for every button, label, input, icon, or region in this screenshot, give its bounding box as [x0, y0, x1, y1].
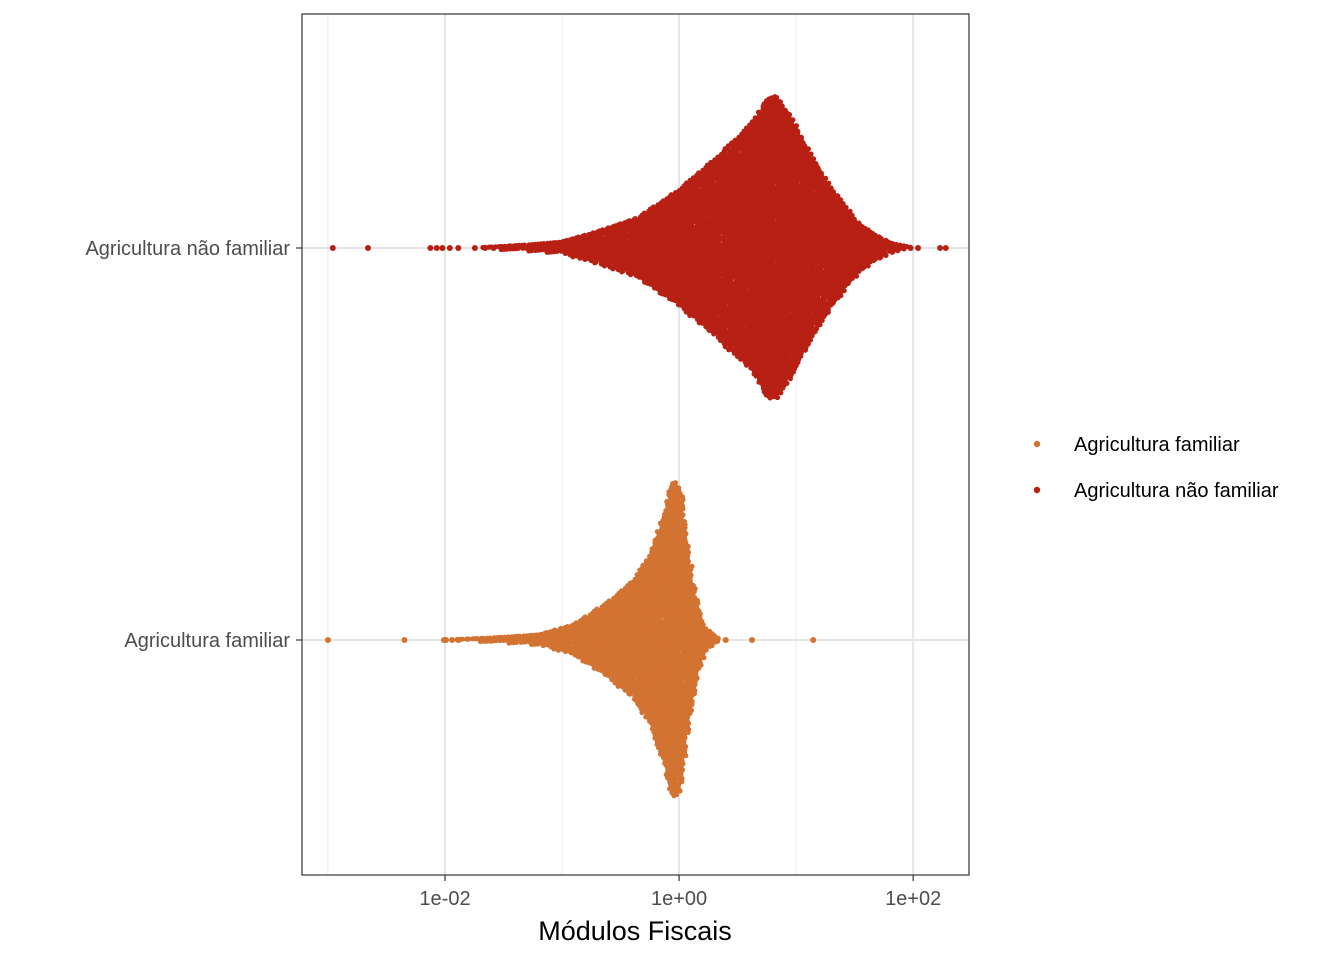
- data-point: [691, 691, 698, 697]
- outlier-point: [810, 637, 817, 643]
- outlier-point: [401, 637, 408, 643]
- data-point: [493, 638, 499, 644]
- data-point: [513, 639, 520, 646]
- outlier-point: [455, 637, 462, 643]
- data-point: [683, 753, 689, 759]
- data-point: [593, 259, 599, 265]
- outlier-point: [749, 637, 755, 643]
- data-point: [701, 655, 707, 661]
- outlier-point: [443, 637, 449, 643]
- data-point: [696, 665, 702, 671]
- data-point: [687, 710, 693, 717]
- data-point: [484, 638, 490, 644]
- data-point: [685, 729, 691, 736]
- outlier-point: [722, 637, 729, 643]
- data-point: [609, 676, 615, 683]
- data-points: [325, 94, 949, 799]
- panel-background: [302, 14, 969, 875]
- data-point: [677, 788, 683, 794]
- data-point: [679, 779, 685, 785]
- data-point: [694, 675, 700, 682]
- data-point: [466, 636, 472, 642]
- data-point: [620, 268, 626, 274]
- data-point: [555, 647, 561, 653]
- series-agricultura-familiar: [325, 480, 817, 799]
- data-point: [714, 638, 721, 645]
- data-point: [540, 642, 546, 649]
- outlier-point: [325, 637, 331, 643]
- outlier-point: [449, 637, 456, 643]
